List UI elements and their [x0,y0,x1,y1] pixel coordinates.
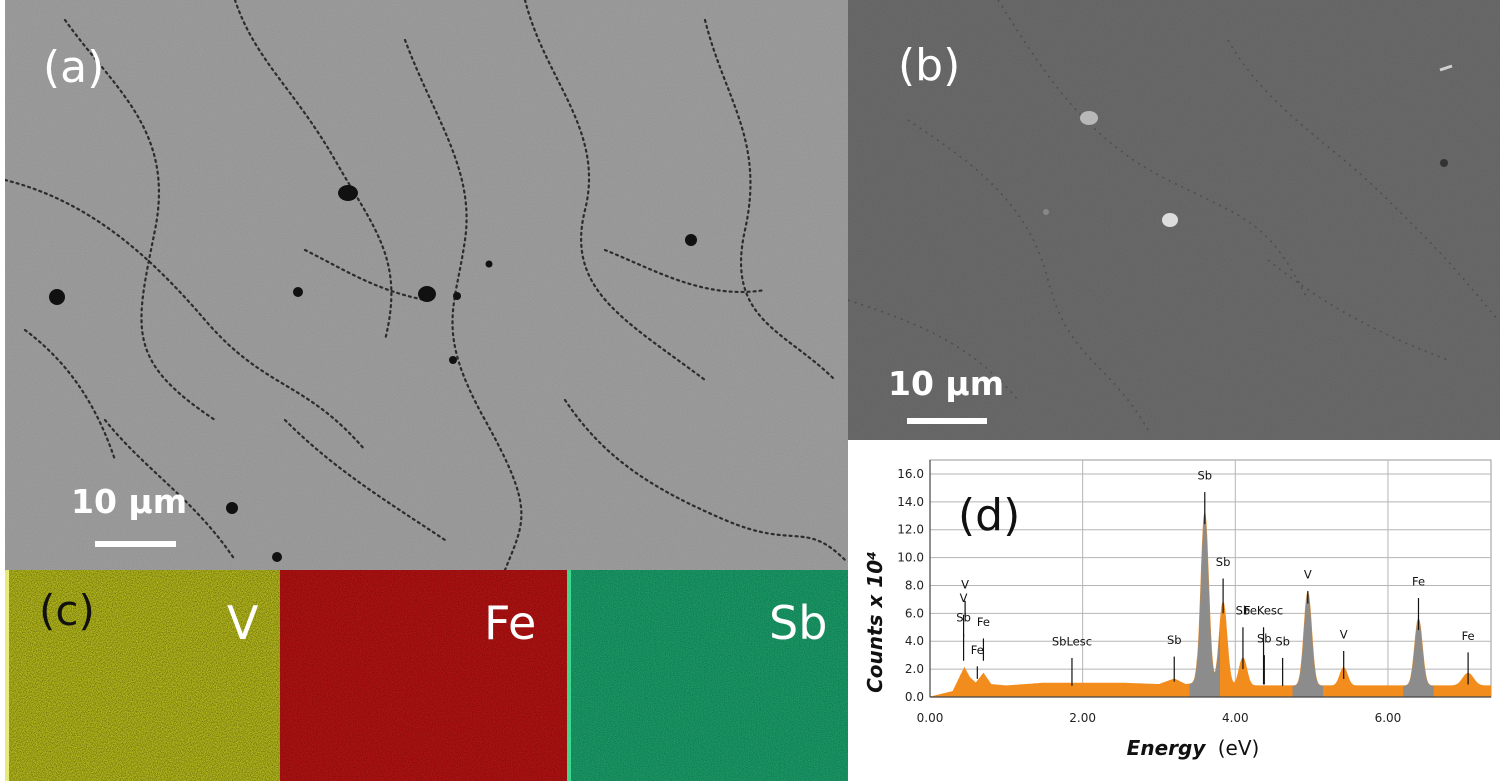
x-tick-label: 0.00 [917,711,944,725]
map-sb-element-label: Sb [769,596,828,650]
panel-b-label: (b) [898,40,961,91]
map-v-texture [5,570,280,781]
peak-label: Fe [1412,574,1425,588]
peak-fill [1292,592,1324,697]
y-tick-label: 2.0 [905,662,924,676]
peak-label: Fe [1462,629,1475,643]
peak-label: V [1304,568,1312,582]
x-tick-label: 6.00 [1375,711,1402,725]
panel-a-sem-image: (a) 10 µm [5,0,848,570]
peak-label: SbLesc [1052,634,1092,648]
panel-b-scale-bar [907,418,987,424]
peak-label: Sb [1275,634,1290,648]
x-axis-label: Energy (eV) [1127,736,1260,760]
y-tick-label: 14.0 [897,495,924,509]
panel-b-scale-text: 10 µm [888,364,1005,403]
peak-label: V [960,591,968,605]
y-tick-label: 6.0 [905,606,924,620]
peak-label: Sb [1197,469,1212,483]
panel-d-label: (d) [958,490,1020,541]
y-tick-label: 4.0 [905,634,924,648]
y-tick-label: 10.0 [897,551,924,565]
panel-b-micrograph [848,0,1500,440]
panel-a-label: (a) [43,42,105,93]
map-fe-element-label: Fe [484,596,537,650]
peak-label: Sb [1257,632,1272,646]
peak-label: Sb [1216,555,1231,569]
panel-c-label: (c) [39,586,95,635]
map-fe-texture [280,570,567,781]
peak-label: Sb [956,611,971,625]
peak-label: Fe [977,615,990,629]
panel-a-scale-bar [95,541,176,547]
peak-label: V [1340,627,1348,641]
peak-label: V [961,577,969,591]
peak-label: Sb [1236,604,1251,618]
y-tick-label: 8.0 [905,578,924,592]
panel-c-map-sb: Sb [567,570,848,781]
peak-fill [1189,513,1221,697]
x-axis-label-quantity: Energy [1127,736,1207,760]
panel-b-sem-image: (b) 10 µm [848,0,1500,440]
peak-label: Fe [971,643,984,657]
panel-d-eds-spectrum: V V Sb Fe Fe SbLesc Sb Sb Sb Sb FeKesc Sb Sb V V Fe Fe 0… [848,440,1500,781]
map-sb-texture [567,570,848,781]
peak-label: Sb [1167,633,1182,647]
panel-a-scale-text: 10 µm [71,482,188,521]
x-tick-label: 2.00 [1069,711,1096,725]
y-tick-label: 12.0 [897,523,924,537]
y-tick-label: 0.0 [905,690,924,704]
y-tick-label: 16.0 [897,467,924,481]
panel-a-micrograph [5,0,848,570]
x-tick-label: 4.00 [1222,711,1249,725]
panel-c-map-fe: Fe [280,570,567,781]
peak-fill [1403,618,1434,697]
peak-label: FeKesc [1244,604,1283,618]
y-axis-label: Counts x 10⁴ [863,551,887,693]
map-v-element-label: V [227,596,259,650]
x-axis-label-unit: (eV) [1218,736,1260,760]
panel-c-map-v: (c) V [5,570,280,781]
